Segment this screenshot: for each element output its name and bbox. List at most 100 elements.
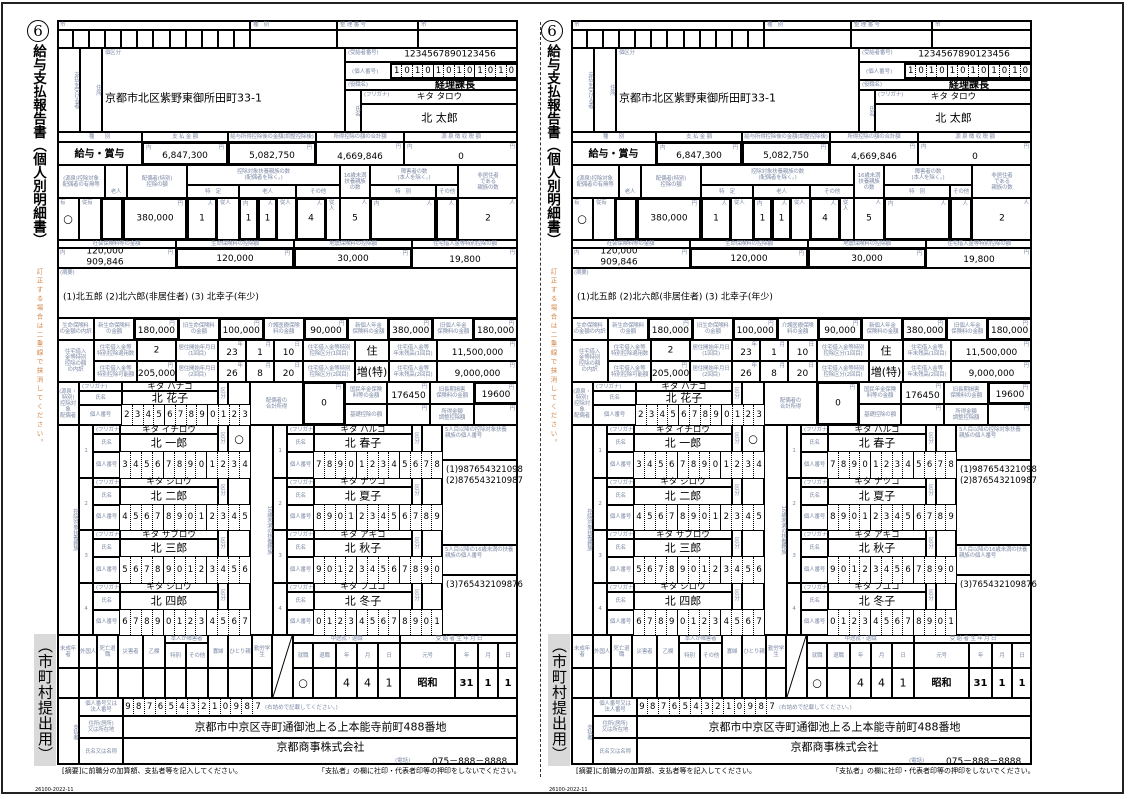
birth-value-value: 昭和 (931, 678, 952, 690)
digit: 2 (848, 609, 860, 635)
form-cell: 退職 (313, 643, 336, 668)
unit-label: 円 (683, 321, 689, 327)
digit: 6 (122, 617, 128, 628)
form-cell: 社会保険料等の金額 (57, 240, 176, 248)
under16-count-value: 5 (866, 213, 872, 224)
digit: 8 (654, 609, 666, 635)
unit-label: 円 (395, 144, 401, 150)
form-cell (208, 668, 228, 698)
field-label: 災害者 (122, 648, 139, 655)
row-number: 1 (79, 425, 93, 478)
digit: 8 (676, 504, 688, 530)
digit: 8 (132, 698, 144, 716)
dependent-furigana-value: キタ イチロウ (656, 424, 710, 435)
field-label: 区 分 (734, 387, 740, 400)
field-label: 支払を受ける者 (73, 71, 79, 109)
digit: 1 (195, 504, 206, 530)
row-number-label: 2 (278, 500, 282, 507)
spouse-name: 北 花子 (122, 391, 218, 405)
form-cell: その他 (950, 185, 972, 198)
digit: 5 (228, 557, 239, 583)
digit: 8 (923, 557, 935, 583)
field-label: 個人番号 (603, 412, 626, 418)
start-day: 日 10 (274, 340, 303, 361)
unit-label: 年 (237, 363, 243, 369)
row-number: 1 (273, 425, 287, 478)
dependent-furigana: キタ ジロウ (634, 477, 732, 487)
field-label: 住所 (95, 84, 101, 96)
dependent-furigana: キタ ジロウ (120, 477, 218, 487)
field-label: 氏名 (295, 597, 306, 604)
spouse-total-income-value: 0 (321, 398, 327, 409)
form-cell: 寡婦 (208, 635, 228, 668)
housing-category: 住 (355, 340, 389, 361)
code-box (667, 30, 684, 48)
form-cell: 住宅借入金等 年末残高(2回目) (389, 361, 437, 382)
payer-phone: 075－888－8888 (946, 757, 1022, 767)
form-cell: 16歳未満の扶養親族 (764, 425, 787, 635)
start-day-value: 20 (796, 369, 809, 380)
field-label: 5人目以降の控除対象扶養 親族の個人番号 (959, 427, 1021, 439)
form-cell: 区 分 (218, 530, 228, 557)
form-cell: 個人番号 (607, 557, 634, 583)
insurance-amount-value: 180,000 (137, 326, 175, 337)
field-label: 住宅借入金等特別 控除区分(1回目) (821, 344, 865, 357)
digit: 7 (654, 557, 666, 583)
form-cell: 源 泉 徴 収 税 額 (918, 132, 1032, 142)
dependent-kubun (742, 530, 764, 557)
field-label: 住所(居所) 又は所在地 (87, 721, 115, 733)
form-cell: 5人目以降の16歳未満の扶養 親族の個人番号 (442, 545, 518, 575)
form-cell: 区 分 (926, 530, 936, 557)
dependent-kubun (936, 477, 956, 505)
dependent-kubun (422, 477, 442, 505)
unit-label: 円 (169, 321, 175, 327)
footnote-right: 「支払者」の欄に社印・代表者印等の押印をしないでください。 (832, 767, 1035, 775)
birth-value-value: 1 (484, 678, 492, 690)
digit: 8 (837, 452, 849, 478)
recipient-number: 1234567890123456 (385, 48, 515, 62)
field-label: 月 (999, 652, 1005, 659)
form-cell: 16歳未満の扶養親族 (250, 425, 273, 635)
housing-value: 円 205,000 (137, 361, 176, 382)
form-cell: 氏名 (801, 591, 828, 610)
unit-label: 人 (1023, 200, 1029, 206)
field-label: 16歳未満の扶養親族 (266, 505, 272, 555)
old-long-term-insurance-value: 19600 (995, 390, 1025, 401)
field-label: (摘要) (574, 270, 589, 276)
digit: 1 (411, 65, 422, 77)
form-cell (637, 738, 1032, 765)
form-cell: 従人 (791, 198, 810, 240)
field-label: (フリガナ) (96, 584, 122, 591)
form-cell: 個人番号 (93, 504, 120, 530)
digit: 4 (720, 609, 731, 635)
form-cell: 居住開始年月日 (1回目) (690, 340, 732, 361)
digit: 6 (377, 609, 389, 635)
field-label: (受給者番号) (862, 50, 893, 56)
dependent-name: 北 三郎 (634, 539, 732, 557)
dependent-name: 北 春子 (314, 434, 412, 452)
form-cell (722, 668, 742, 698)
birth-value-value: 31 (973, 678, 988, 690)
digit: 7 (316, 459, 322, 470)
field-label: 日 (900, 652, 906, 659)
payment-amount: 内 円 6,847,300 (656, 142, 742, 165)
start-year: 年 26 (732, 361, 760, 382)
unit-label: 円 (509, 144, 515, 150)
digit: 7 (688, 405, 700, 425)
row-number: 3 (79, 530, 93, 583)
unit-label: 円 (509, 250, 515, 256)
digit: 2 (720, 504, 731, 530)
form-cell: 未成年者 (57, 635, 79, 668)
field-label: (フリガナ) (96, 532, 122, 538)
form-cell: 就職 (293, 643, 313, 668)
field-label: 内 (146, 145, 152, 151)
digit: 0 (219, 698, 231, 716)
field-label: 年 (857, 652, 864, 659)
form-cell: 受 給 者 生 年 月 日 (914, 635, 1032, 643)
unit-label: 円 (820, 145, 826, 151)
code-box (89, 30, 106, 48)
